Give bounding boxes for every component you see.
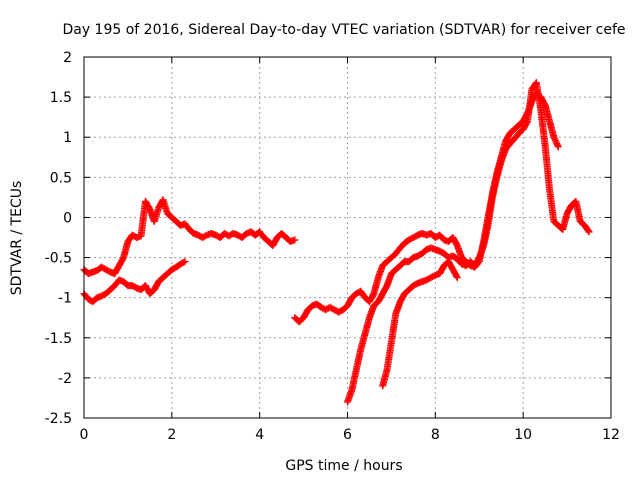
y-tick-label: 2 — [63, 50, 72, 66]
data-point-interp — [523, 119, 531, 127]
data-point-interp — [453, 272, 461, 280]
y-axis-title: SDTVAR / TECUs — [9, 181, 25, 296]
y-tick-labels: -2.5 -2 -1.5 -1 -0.5 0 0.5 1 1.5 2 — [45, 50, 72, 427]
data-point-interp — [553, 140, 561, 148]
y-tick-label: -1.5 — [45, 331, 72, 347]
series-arc-a1 — [80, 196, 299, 278]
data-point — [554, 143, 562, 151]
data-point — [585, 228, 593, 236]
data-point-interp — [584, 227, 592, 235]
data-point-interp — [551, 135, 559, 143]
x-axis-title: GPS time / hours — [285, 458, 402, 474]
y-tick-label: 1 — [63, 130, 72, 146]
data-point — [453, 274, 461, 282]
data-point — [291, 236, 299, 244]
x-tick-label: 10 — [514, 427, 532, 443]
x-tick-labels: 0 2 4 6 8 10 12 — [80, 427, 620, 443]
data-point-interp — [180, 258, 188, 266]
y-tick-label: -2.5 — [45, 411, 72, 427]
data-point-interp — [551, 136, 559, 144]
series-arc-b2 — [344, 79, 593, 406]
data-point-interp — [552, 138, 560, 146]
data-point — [550, 133, 558, 141]
y-tick-label: -0.5 — [45, 251, 72, 267]
x-tick-label: 8 — [431, 427, 440, 443]
series-arc-b3 — [379, 258, 461, 390]
x-tick-label: 12 — [602, 427, 620, 443]
y-tick-label: 0.5 — [50, 170, 72, 186]
plot-frame — [83, 56, 612, 419]
chart-title: Day 195 of 2016, Sidereal Day-to-day VTE… — [62, 22, 625, 38]
y-tick-label: -1 — [58, 291, 72, 307]
data-point — [181, 258, 189, 266]
y-tick-label: 0 — [63, 210, 72, 226]
x-tick-label: 0 — [80, 427, 89, 443]
series-arc-a2 — [80, 258, 189, 306]
x-tick-label: 6 — [343, 427, 352, 443]
series-arc-b1 — [291, 89, 562, 326]
data-marks — [80, 79, 593, 406]
x-tick-label: 4 — [255, 427, 264, 443]
y-tick-label: -2 — [58, 371, 72, 387]
y-tick-label: 1.5 — [50, 90, 72, 106]
data-point-interp — [554, 141, 562, 149]
x-tick-label: 2 — [167, 427, 176, 443]
